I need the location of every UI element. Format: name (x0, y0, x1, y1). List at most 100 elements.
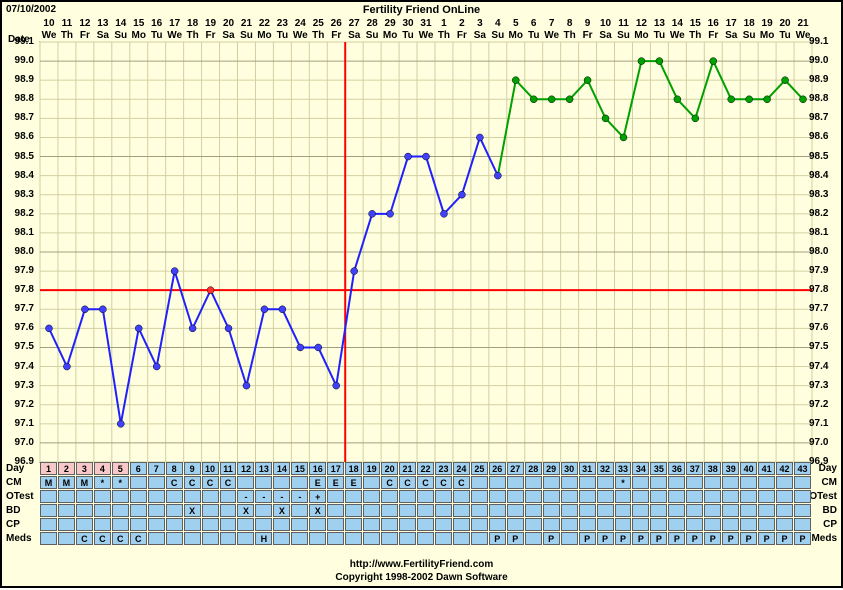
cell-cp (435, 518, 452, 531)
cell-cm (794, 476, 811, 489)
y-tick-left: 98.0 (10, 246, 34, 257)
date-number: 27 (345, 18, 363, 29)
date-number: 15 (130, 18, 148, 29)
cell-meds: P (776, 532, 793, 545)
date-number: 20 (220, 18, 238, 29)
cell-cm (273, 476, 290, 489)
cell-cm: C (417, 476, 434, 489)
cell-bd (758, 504, 775, 517)
cell-cm: C (202, 476, 219, 489)
cell-otest (561, 490, 578, 503)
date-number: 22 (255, 18, 273, 29)
cell-day: 1 (40, 462, 57, 475)
y-tick-right: 98.2 (809, 208, 833, 219)
cell-meds (148, 532, 165, 545)
cell-cm (255, 476, 272, 489)
cell-bd (794, 504, 811, 517)
cell-cp (417, 518, 434, 531)
y-tick-right: 97.4 (809, 361, 833, 372)
cell-day: 40 (740, 462, 757, 475)
cell-otest (363, 490, 380, 503)
date-number: 4 (489, 18, 507, 29)
cell-bd (58, 504, 75, 517)
date-number: 24 (291, 18, 309, 29)
date-number: 19 (758, 18, 776, 29)
cell-bd (489, 504, 506, 517)
cell-otest (58, 490, 75, 503)
y-tick-left: 98.3 (10, 189, 34, 200)
cell-meds: P (507, 532, 524, 545)
y-tick-right: 97.7 (809, 303, 833, 314)
cell-day: 41 (758, 462, 775, 475)
cell-cp (561, 518, 578, 531)
cell-meds: P (650, 532, 667, 545)
date-number: 14 (668, 18, 686, 29)
date-weekday: We (417, 30, 435, 41)
cell-bd (507, 504, 524, 517)
cell-meds: P (543, 532, 560, 545)
cell-otest (435, 490, 452, 503)
cell-bd (776, 504, 793, 517)
cell-meds: C (112, 532, 129, 545)
date-number: 28 (363, 18, 381, 29)
cell-otest (632, 490, 649, 503)
y-tick-left: 99.0 (10, 55, 34, 66)
date-weekday: Mo (130, 30, 148, 41)
cell-cp (94, 518, 111, 531)
date-weekday: Tu (776, 30, 794, 41)
date-weekday: Su (489, 30, 507, 41)
cell-meds: P (794, 532, 811, 545)
cell-cm (579, 476, 596, 489)
date-number: 8 (561, 18, 579, 29)
cell-cm: E (309, 476, 326, 489)
cell-otest: - (255, 490, 272, 503)
cell-cm: M (40, 476, 57, 489)
cell-day: 13 (255, 462, 272, 475)
cell-otest: - (291, 490, 308, 503)
cell-bd (668, 504, 685, 517)
cell-bd (650, 504, 667, 517)
cell-day: 20 (381, 462, 398, 475)
cell-otest (650, 490, 667, 503)
cell-day: 43 (794, 462, 811, 475)
footer-url: http://www.FertilityFriend.com (2, 559, 841, 570)
y-tick-left: 98.7 (10, 112, 34, 123)
date-number: 31 (417, 18, 435, 29)
row-label-right-cp: CP (823, 519, 837, 530)
cell-day: 28 (525, 462, 542, 475)
cell-cp (597, 518, 614, 531)
date-weekday: Sa (722, 30, 740, 41)
cell-cp (202, 518, 219, 531)
date-weekday: Th (58, 30, 76, 41)
y-tick-right: 98.3 (809, 189, 833, 200)
cell-cp (291, 518, 308, 531)
date-weekday: Mo (381, 30, 399, 41)
date-weekday: Sa (220, 30, 238, 41)
date-weekday: Tu (650, 30, 668, 41)
cell-cp (453, 518, 470, 531)
cell-meds (202, 532, 219, 545)
cell-otest: - (237, 490, 254, 503)
y-tick-right: 97.2 (809, 399, 833, 410)
date-weekday: Su (237, 30, 255, 41)
cell-cp (489, 518, 506, 531)
date-weekday: Mo (632, 30, 650, 41)
cell-cm: C (166, 476, 183, 489)
date-weekday: Sa (94, 30, 112, 41)
y-tick-right: 99.1 (809, 36, 833, 47)
cell-bd (561, 504, 578, 517)
y-tick-right: 97.6 (809, 322, 833, 333)
cell-otest (202, 490, 219, 503)
cell-cm (722, 476, 739, 489)
cell-day: 24 (453, 462, 470, 475)
cell-bd (381, 504, 398, 517)
cell-bd (40, 504, 57, 517)
cell-bd: X (184, 504, 201, 517)
cell-cp (58, 518, 75, 531)
cell-cm: C (435, 476, 452, 489)
cell-cm (471, 476, 488, 489)
y-tick-left: 98.1 (10, 227, 34, 238)
cell-bd: X (309, 504, 326, 517)
cell-bd (202, 504, 219, 517)
date-number: 10 (40, 18, 58, 29)
